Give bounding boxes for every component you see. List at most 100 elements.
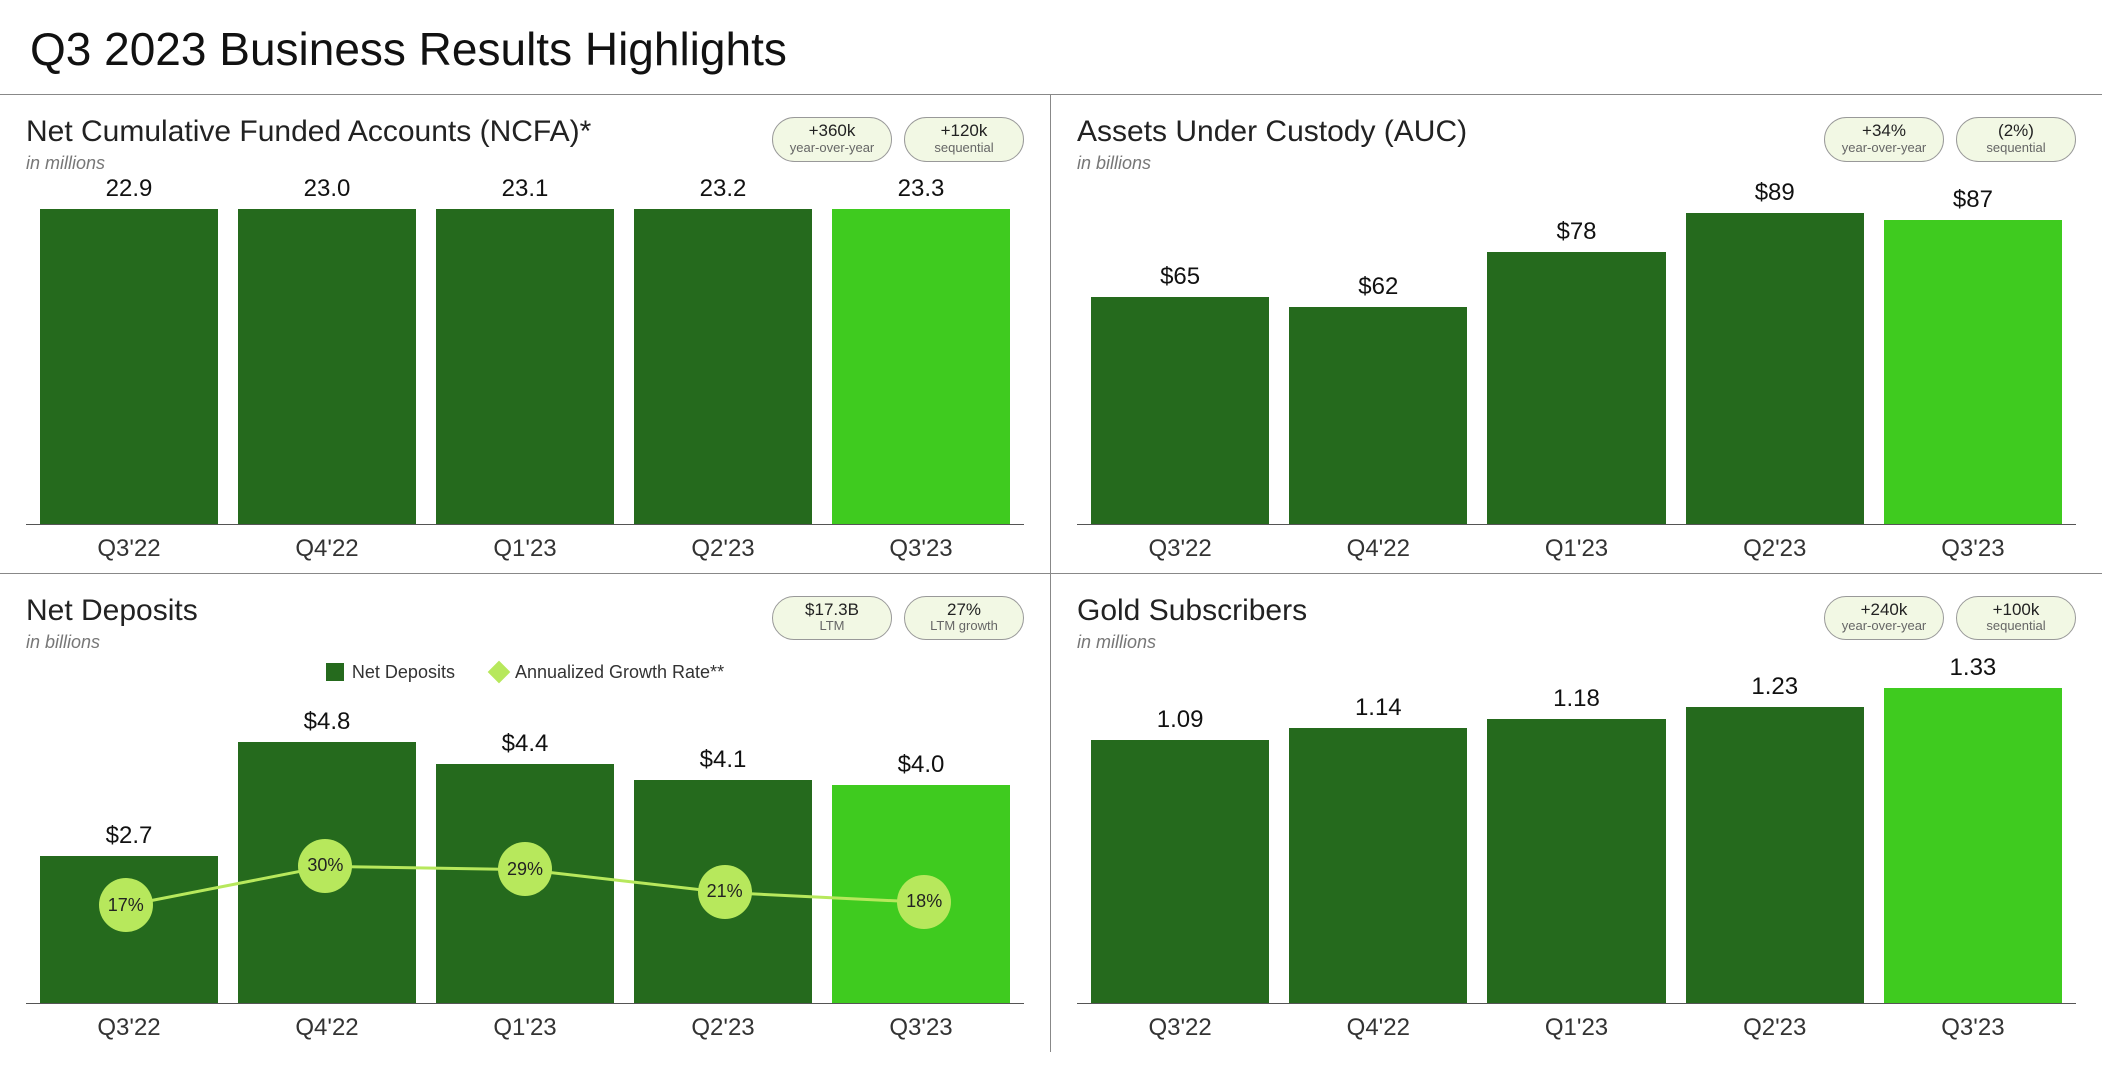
bar-value-label: 1.33 (1950, 654, 1997, 682)
chart-area: 1.091.141.181.231.33 Q3'22Q4'22Q1'23Q2'2… (1077, 654, 2076, 1043)
bar-column: $4.0 (822, 677, 1020, 1004)
panel-header: Gold Subscribers in millions +240k year-… (1077, 594, 2076, 654)
bar-value-label: $4.1 (700, 746, 747, 774)
bar-column: $62 (1279, 175, 1477, 524)
bar (832, 209, 1010, 524)
badge-yoy: +360k year-over-year (772, 117, 892, 162)
bar-value-label: $4.8 (304, 708, 351, 736)
badges: +34% year-over-year (2%) sequential (1824, 117, 2076, 162)
bar (1289, 728, 1467, 1003)
x-axis-label: Q4'22 (1279, 1014, 1477, 1042)
badge-growth: 27% LTM growth (904, 596, 1024, 641)
panel-header: Net Cumulative Funded Accounts (NCFA)* i… (26, 115, 1024, 175)
bar-column: 1.23 (1676, 654, 1874, 1004)
bar-column: $4.4 (426, 677, 624, 1004)
badge-label: year-over-year (1841, 141, 1927, 155)
bar-value-label: $62 (1358, 273, 1398, 301)
badges: +360k year-over-year +120k sequential (772, 117, 1024, 162)
chart-area: $65 $62 $78 $89 $87 Q3'22Q4'22Q1'23Q2'23Q3'2… (1077, 175, 2076, 563)
x-axis: Q3'22Q4'22Q1'23Q2'23Q3'23 (1077, 525, 2076, 563)
rate-marker: 18% (897, 875, 951, 929)
x-axis-label: Q2'23 (624, 1014, 822, 1042)
x-axis-label: Q1'23 (426, 1014, 624, 1042)
x-axis-label: Q3'22 (1081, 1014, 1279, 1042)
badge-value: +34% (1841, 122, 1927, 141)
rate-marker: 30% (298, 839, 352, 893)
bar-column: 23.1 (426, 175, 624, 524)
bar (1884, 688, 2062, 1004)
badge-yoy: +34% year-over-year (1824, 117, 1944, 162)
badge-seq: +120k sequential (904, 117, 1024, 162)
bar (1487, 719, 1665, 1003)
badge-ltm: $17.3B LTM (772, 596, 892, 641)
x-axis-label: Q2'23 (1676, 535, 1874, 563)
bars: $2.7$4.8$4.4$4.1$4.017%30%29%21%18% (26, 677, 1024, 1005)
x-axis-label: Q4'22 (228, 535, 426, 563)
x-axis-label: Q3'22 (30, 535, 228, 563)
x-axis: Q3'22Q4'22Q1'23Q2'23Q3'23 (26, 525, 1024, 563)
x-axis-label: Q3'23 (1874, 1014, 2072, 1042)
panel-title: Gold Subscribers (1077, 594, 1307, 628)
bar-value-label: $87 (1953, 186, 1993, 214)
rate-marker: 17% (99, 878, 153, 932)
bar (1289, 307, 1467, 523)
bar (436, 209, 614, 524)
bar-column: 1.09 (1081, 654, 1279, 1004)
bar-column: $89 (1676, 175, 1874, 524)
bar (1686, 707, 1864, 1003)
panel-ncfa: Net Cumulative Funded Accounts (NCFA)* i… (0, 95, 1051, 574)
bars: $65 $62 $78 $89 $87 (1077, 175, 2076, 525)
bar (1487, 252, 1665, 524)
panel-title: Net Cumulative Funded Accounts (NCFA)* (26, 115, 591, 149)
bars: 22.923.023.123.223.3 (26, 175, 1024, 525)
bar-value-label: 23.2 (700, 175, 747, 203)
bar-column: 1.33 (1874, 654, 2072, 1004)
bar-value-label: 1.18 (1553, 685, 1600, 713)
x-axis-label: Q3'23 (822, 535, 1020, 563)
panel-header: Assets Under Custody (AUC) in billions +… (1077, 115, 2076, 175)
panel-auc: Assets Under Custody (AUC) in billions +… (1051, 95, 2102, 574)
x-axis-label: Q1'23 (426, 535, 624, 563)
bars: 1.091.141.181.231.33 (1077, 654, 2076, 1005)
bar-column: $87 (1874, 175, 2072, 524)
x-axis-label: Q4'22 (1279, 535, 1477, 563)
chart-area: $2.7$4.8$4.4$4.1$4.017%30%29%21%18% Q3'2… (26, 677, 1024, 1043)
bar-column: 23.3 (822, 175, 1020, 524)
panel-deposits: Net Deposits in billions $17.3B LTM 27% … (0, 574, 1051, 1053)
bar-value-label: $78 (1556, 218, 1596, 246)
x-axis-label: Q2'23 (624, 535, 822, 563)
badge-label: sequential (921, 141, 1007, 155)
bar-value-label: 23.3 (898, 175, 945, 203)
panel-title: Assets Under Custody (AUC) (1077, 115, 1467, 149)
badges: $17.3B LTM 27% LTM growth (772, 596, 1024, 641)
rate-marker: 21% (698, 865, 752, 919)
bar-value-label: $89 (1755, 179, 1795, 207)
badge-label: year-over-year (789, 141, 875, 155)
bar (1091, 297, 1269, 524)
badge-label: year-over-year (1841, 619, 1927, 633)
panel-header: Net Deposits in billions $17.3B LTM 27% … (26, 594, 1024, 654)
x-axis-label: Q4'22 (228, 1014, 426, 1042)
bar (634, 209, 812, 524)
panel-gold: Gold Subscribers in millions +240k year-… (1051, 574, 2102, 1053)
bar-value-label: 23.1 (502, 175, 549, 203)
bar-column: 22.9 (30, 175, 228, 524)
panel-subtitle: in billions (26, 632, 198, 653)
bar-column: 23.2 (624, 175, 822, 524)
x-axis-label: Q3'23 (822, 1014, 1020, 1042)
bar-column: 1.18 (1477, 654, 1675, 1004)
badge-label: sequential (1973, 619, 2059, 633)
bar-column: $65 (1081, 175, 1279, 524)
x-axis-label: Q3'22 (1081, 535, 1279, 563)
bar (238, 209, 416, 524)
badge-value: +100k (1973, 601, 2059, 620)
rate-marker: 29% (498, 842, 552, 896)
badge-value: $17.3B (789, 601, 875, 620)
badge-seq: (2%) sequential (1956, 117, 2076, 162)
panel-subtitle: in billions (1077, 153, 1467, 174)
badge-label: sequential (1973, 141, 2059, 155)
x-axis: Q3'22Q4'22Q1'23Q2'23Q3'23 (26, 1004, 1024, 1042)
x-axis-label: Q3'23 (1874, 535, 2072, 563)
badge-label: LTM growth (921, 619, 1007, 633)
bar-value-label: 1.23 (1751, 673, 1798, 701)
